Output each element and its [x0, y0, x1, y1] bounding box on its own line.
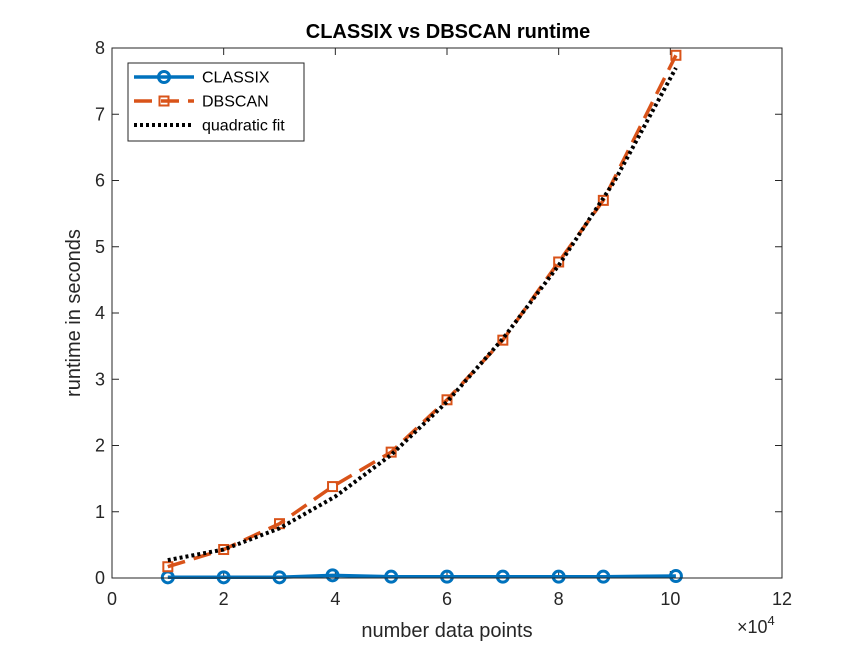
y-axis-label: runtime in seconds	[63, 229, 85, 397]
series-line-classix	[167, 573, 676, 580]
data-point-classix	[668, 569, 683, 584]
legend-label-quadratic-fit: quadratic fit	[202, 118, 285, 135]
x-axis-exponent-power: 4	[768, 613, 775, 628]
data-point-dbscan	[597, 194, 609, 206]
data-point-classix	[551, 569, 566, 584]
x-tick-label: 4	[330, 589, 340, 609]
y-tick-label: 2	[95, 436, 105, 456]
x-tick-label: 12	[772, 589, 792, 609]
data-point-dbscan	[385, 446, 397, 458]
y-tick-label: 3	[95, 369, 105, 389]
x-axis-label: number data points	[361, 620, 532, 642]
data-point-dbscan	[553, 256, 565, 268]
x-tick-label: 8	[554, 589, 564, 609]
data-point-classix	[325, 568, 340, 583]
x-axis-exponent-base: ×10	[737, 617, 768, 637]
y-tick-label: 6	[95, 171, 105, 191]
legend-label-dbscan: DBSCAN	[202, 94, 269, 111]
data-point-classix	[384, 569, 399, 584]
series-line-quadratic-fit	[167, 66, 678, 563]
y-tick-label: 8	[95, 38, 105, 58]
legend-marker-dbscan	[158, 95, 170, 107]
y-tick-label: 5	[95, 237, 105, 257]
data-point-classix	[440, 569, 454, 584]
y-tick-label: 1	[95, 502, 105, 522]
data-point-dbscan	[162, 561, 174, 573]
x-tick-label: 0	[107, 589, 117, 609]
series-layer	[160, 49, 683, 585]
data-point-dbscan	[670, 49, 682, 61]
legend-marker-classix	[157, 70, 171, 84]
x-tick-label: 10	[660, 589, 680, 609]
series-line-dbscan	[167, 54, 678, 569]
y-tick-label: 7	[95, 104, 105, 124]
legend: CLASSIX DBSCAN quadratic fit	[127, 62, 305, 142]
data-point-classix	[216, 570, 231, 585]
x-tick-label: 6	[442, 589, 452, 609]
x-tick-label: 2	[219, 589, 229, 609]
data-point-classix	[272, 570, 287, 585]
legend-label-classix: CLASSIX	[202, 70, 270, 87]
data-point-classix	[495, 569, 510, 584]
axes-box	[111, 47, 783, 579]
data-point-dbscan	[327, 481, 339, 493]
y-tick-label: 0	[95, 568, 105, 588]
x-axis-exponent: ×104	[737, 613, 775, 637]
y-tick-label: 4	[95, 303, 105, 323]
data-point-classix	[596, 569, 611, 584]
chart-title: CLASSIX vs DBSCAN runtime	[306, 21, 591, 43]
